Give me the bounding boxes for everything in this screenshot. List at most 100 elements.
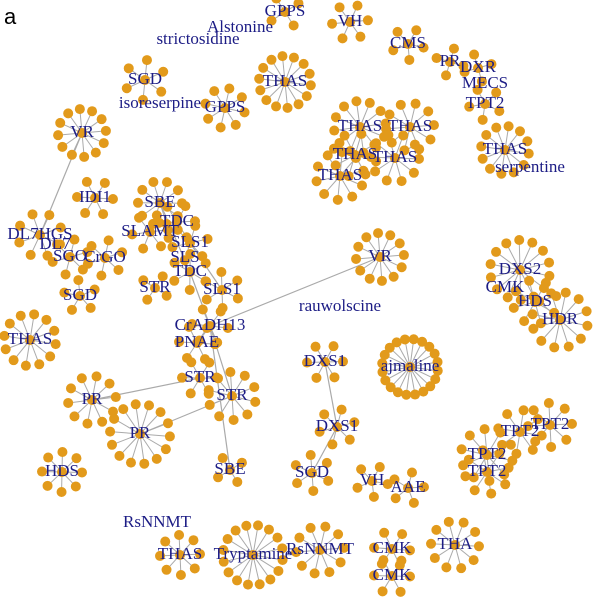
node-dot	[204, 357, 215, 368]
node-dot	[66, 304, 77, 315]
node-dot	[456, 444, 467, 455]
node-dot	[254, 73, 265, 84]
edge	[519, 250, 544, 271]
node-label: TPT2	[468, 444, 507, 463]
node-dot	[81, 176, 92, 187]
node-dot	[155, 407, 166, 418]
node-dot	[410, 98, 421, 109]
node-dot	[217, 453, 228, 464]
node-dot	[201, 294, 212, 305]
node-dot	[355, 31, 366, 42]
node-dot	[37, 466, 48, 477]
node-dot	[409, 139, 420, 150]
node-dot	[528, 323, 539, 334]
node-dot	[201, 323, 212, 334]
node-label: MECS	[462, 73, 508, 92]
node-dot	[100, 253, 110, 263]
node-dot	[398, 250, 409, 261]
node-dot	[468, 555, 479, 566]
node-label: PNAE	[175, 332, 219, 351]
edge	[139, 422, 169, 435]
node-dot	[87, 106, 98, 117]
node-label: CMK	[373, 538, 412, 557]
edge	[324, 361, 338, 428]
node-dot	[188, 535, 199, 546]
node-dot	[162, 224, 173, 235]
node-dot	[518, 405, 529, 416]
node-dot	[566, 418, 577, 429]
node-dot	[460, 471, 471, 482]
node-dot	[202, 233, 213, 244]
node-dot	[397, 529, 408, 540]
node-dot	[76, 373, 87, 384]
node-dot	[330, 112, 341, 123]
node-label: DL7	[39, 234, 71, 253]
node-dot	[161, 290, 172, 301]
node-dot	[57, 141, 68, 152]
node-dot	[195, 373, 205, 383]
node-dot	[329, 372, 340, 383]
node-dot	[209, 86, 220, 97]
node-dot	[25, 249, 36, 260]
node-label: AAE	[391, 477, 426, 496]
node-dot	[476, 141, 487, 152]
node-dot	[469, 485, 480, 496]
node-dot	[497, 439, 508, 450]
node-dot	[403, 483, 413, 493]
node-dot	[376, 275, 387, 286]
node-dot	[15, 220, 26, 231]
node-dot	[502, 409, 513, 420]
node-label: CrGO	[84, 247, 126, 266]
node-dot	[429, 553, 440, 564]
node-dot	[405, 122, 415, 132]
node-label: SGD	[63, 285, 97, 304]
node-dot	[485, 259, 496, 270]
node-label: SLAMT	[121, 221, 179, 240]
node-dot	[162, 418, 173, 429]
node-dot	[482, 467, 492, 477]
node-dot	[524, 275, 535, 286]
node-dot	[98, 209, 109, 220]
node-dot	[537, 245, 548, 256]
node-dot	[456, 563, 467, 574]
node-dot	[162, 201, 173, 212]
node-dot	[41, 314, 52, 325]
edge	[110, 431, 141, 435]
node-dot	[358, 147, 369, 158]
node-dot	[204, 399, 215, 410]
node-dot	[408, 334, 419, 345]
node-dot	[549, 342, 560, 353]
node-dot	[200, 258, 211, 269]
node-dot	[277, 555, 288, 566]
node-dot	[175, 569, 186, 580]
node-dot	[485, 272, 496, 283]
node-dot	[184, 284, 195, 295]
node-label: TPT2	[468, 461, 507, 480]
node-dot	[495, 427, 506, 438]
node-dot	[138, 275, 149, 286]
node-dot	[350, 152, 361, 163]
node-dot	[63, 397, 74, 408]
node-dot	[185, 388, 196, 399]
node-dot	[105, 426, 116, 437]
node-dot	[157, 271, 168, 282]
node-dot	[292, 478, 303, 489]
node-dot	[555, 315, 565, 325]
node-dot	[107, 194, 118, 205]
node-dot	[450, 540, 460, 550]
node-dot	[236, 92, 247, 103]
node-dot	[549, 307, 560, 318]
node-dot	[337, 33, 348, 44]
node-dot	[298, 58, 309, 69]
node-dot	[581, 306, 592, 317]
node-dot	[215, 306, 226, 317]
node-dot	[315, 545, 325, 555]
node-label: serpentine	[495, 157, 565, 176]
node-dot	[582, 320, 593, 331]
node-dot	[248, 550, 258, 560]
node-dot	[527, 237, 538, 248]
node-dot	[214, 411, 225, 422]
node-dot	[194, 549, 205, 560]
node-label: HDR	[542, 309, 579, 328]
